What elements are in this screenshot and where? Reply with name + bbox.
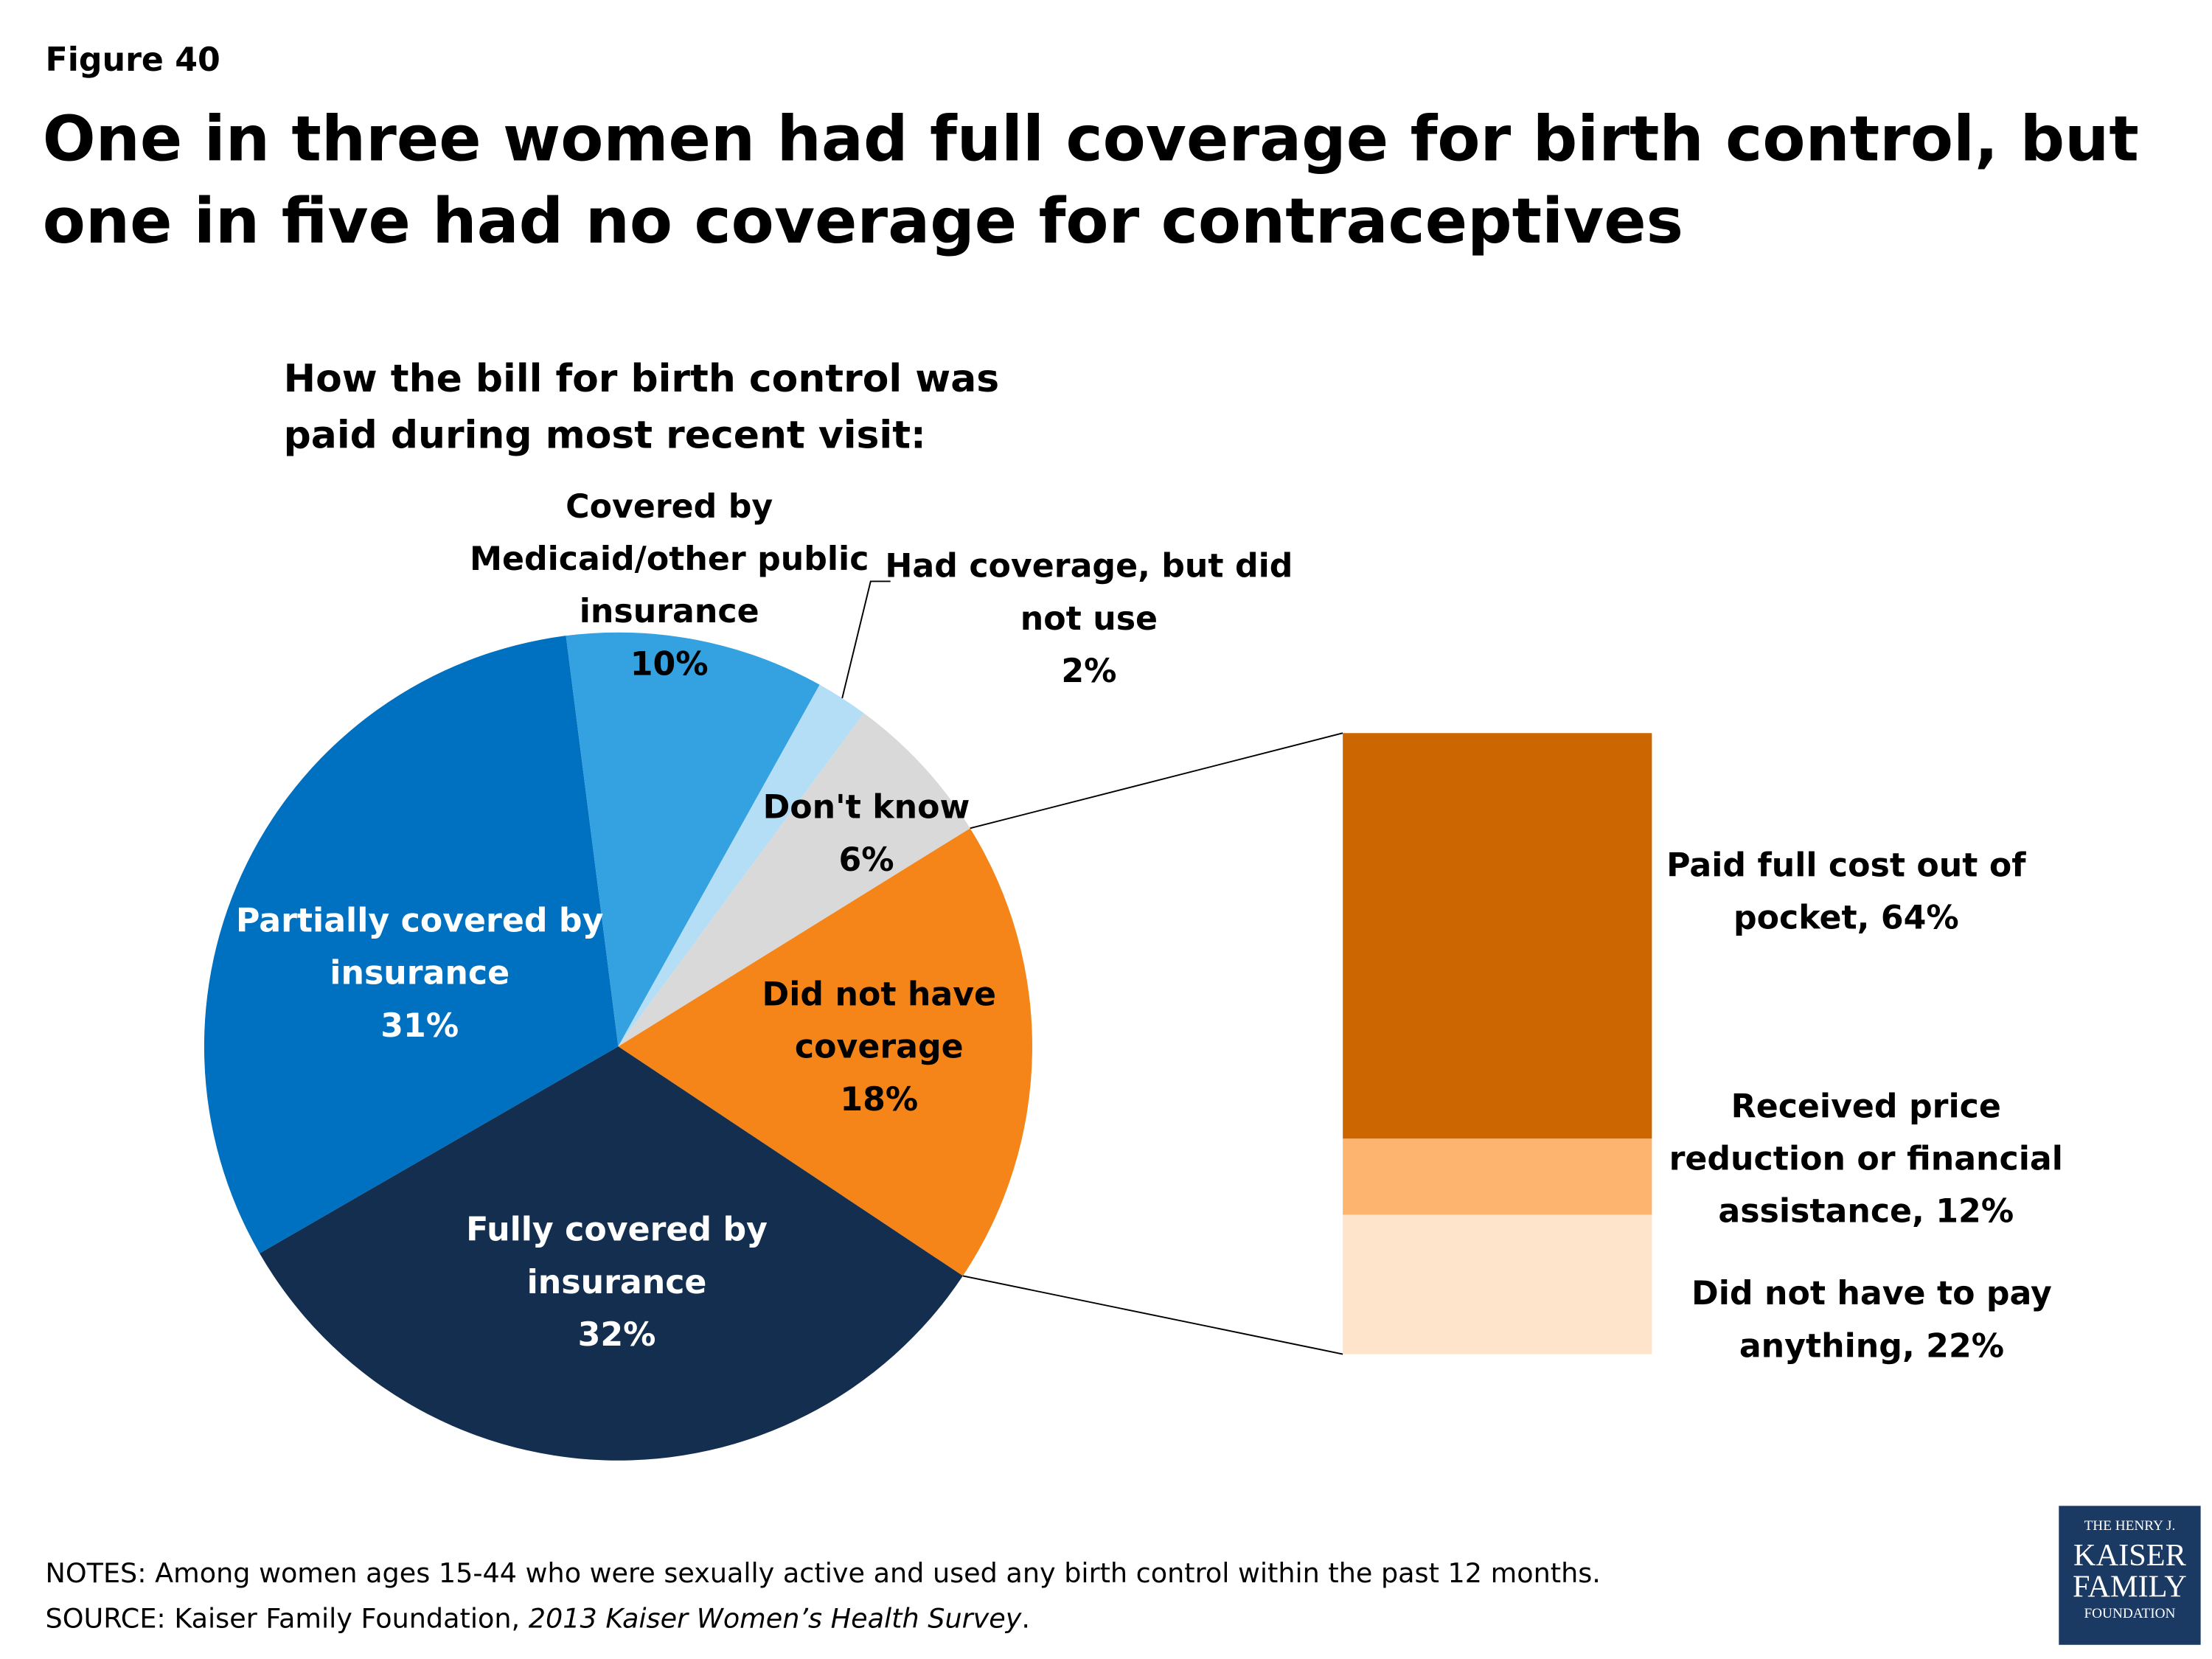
slice-label: Don't know 6%: [746, 783, 987, 888]
slice-label: Partially covered by insurance 31%: [229, 896, 611, 1053]
pie-slice: [618, 828, 1032, 1276]
slice-category: Had coverage, but did not use: [885, 549, 1293, 639]
breakdown-bar: [1343, 1214, 1652, 1354]
breakdown-label: Paid full cost out of pocket, 64%: [1655, 841, 2037, 945]
chart-subtitle: How the bill for birth control was paid …: [283, 357, 1000, 459]
pie-slice: [618, 713, 970, 1047]
breakdown-label: Did not have to pay anything, 22%: [1680, 1269, 2063, 1374]
breakdown-category: Did not have to pay anything,: [1691, 1276, 2052, 1366]
slice-category: Don't know: [762, 790, 970, 827]
breakdown-bar: [1343, 1138, 1652, 1215]
leader-line: [841, 580, 891, 699]
source: SOURCE: Kaiser Family Foundation, 2013 K…: [46, 1596, 1601, 1642]
notes: NOTES: Among women ages 15-44 who were s…: [46, 1551, 1601, 1642]
slice-category: Fully covered by insurance: [466, 1212, 768, 1302]
breakdown-category: Received price reduction or financial as…: [1669, 1088, 2063, 1231]
logo-line: THE HENRY J.: [2084, 1518, 2176, 1534]
source-prefix: SOURCE: Kaiser Family Foundation,: [45, 1604, 529, 1635]
slice-value-label: 31%: [380, 1008, 459, 1046]
slice-label: Covered by Medicaid/other public insuran…: [456, 482, 882, 692]
breakdown-bar: [1343, 733, 1652, 1139]
slice-label: Fully covered by insurance 32%: [433, 1206, 801, 1363]
slice-category: Did not have coverage: [762, 977, 997, 1067]
logo-line: FAMILY: [2073, 1568, 2187, 1604]
logo: THE HENRY J. KAISER FAMILY FOUNDATION: [2059, 1506, 2201, 1645]
pie-slice: [260, 1046, 963, 1461]
breakdown-label: Received price reduction or financial as…: [1660, 1082, 2072, 1239]
notes-text: NOTES: Among women ages 15-44 who were s…: [45, 1558, 1601, 1590]
breakdown-value-label: 12%: [1935, 1194, 2014, 1231]
connector-line: [962, 1275, 1343, 1355]
breakdown-value-label: 22%: [1926, 1328, 2005, 1366]
slice-value-label: 32%: [577, 1317, 656, 1354]
figure-label: Figure 40: [45, 42, 220, 80]
logo-line: FOUNDATION: [2084, 1606, 2176, 1622]
slice-value-label: 2%: [1061, 653, 1117, 691]
slice-value-label: 18%: [840, 1082, 919, 1119]
source-title: 2013 Kaiser Women’s Health Survey: [528, 1604, 1022, 1635]
slice-category: Partially covered by insurance: [236, 903, 604, 993]
slice-value-label: 6%: [838, 842, 894, 880]
chart-title: One in three women had full coverage for…: [42, 103, 2139, 258]
pie-slice: [618, 684, 864, 1047]
logo-line: KAISER: [2073, 1537, 2186, 1573]
source-suffix: .: [1021, 1604, 1030, 1635]
slice-value-label: 10%: [630, 646, 709, 684]
pie-slice: [566, 632, 820, 1047]
pie-slice: [204, 636, 619, 1253]
breakdown-category: Paid full cost out of pocket,: [1666, 848, 2026, 938]
connector-line: [970, 732, 1343, 830]
slice-category: Covered by Medicaid/other public insuran…: [469, 489, 869, 631]
slice-label: Had coverage, but did not use 2%: [876, 542, 1301, 699]
slice-label: Did not have coverage 18%: [751, 970, 1006, 1127]
breakdown-value-label: 64%: [1880, 900, 1959, 938]
